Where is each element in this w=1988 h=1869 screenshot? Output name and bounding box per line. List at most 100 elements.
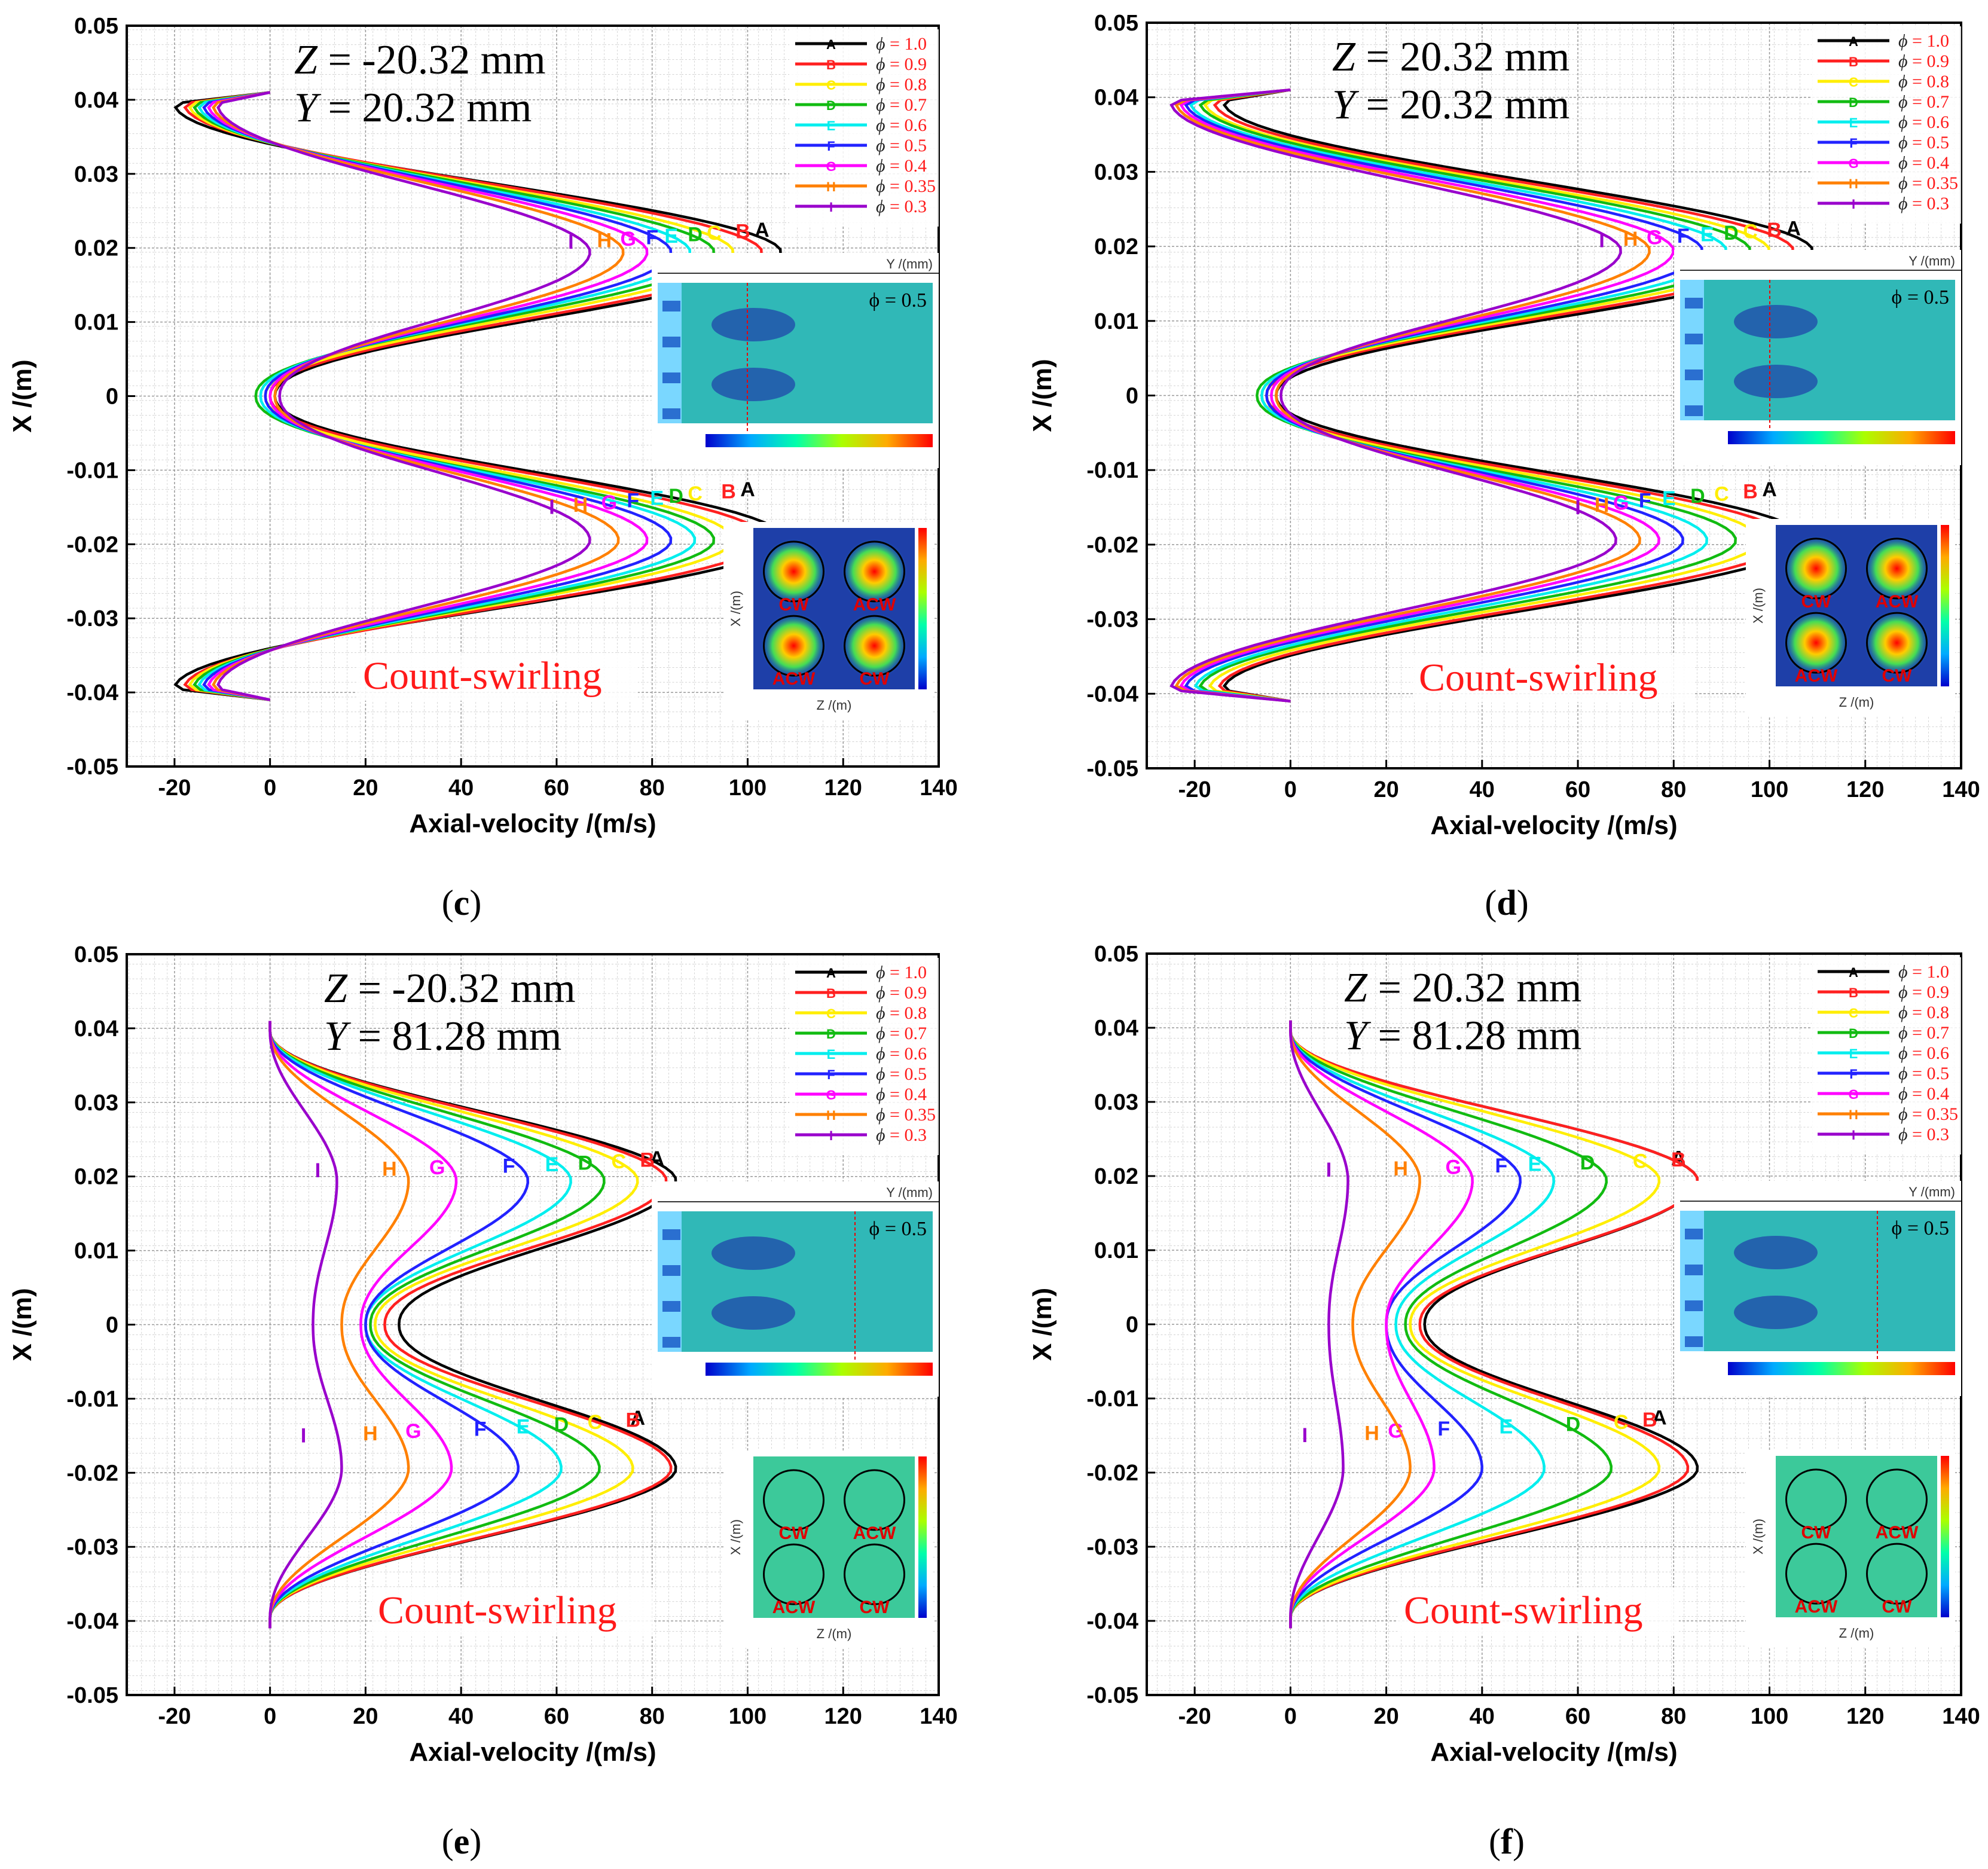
inset-phi-label: ϕ = 0.5 xyxy=(1891,286,1949,309)
legend-label: ϕ = 0.8 xyxy=(1898,1003,1949,1022)
y-tick-label: -0.05 xyxy=(1086,1683,1138,1708)
series-line-I xyxy=(268,1021,343,1629)
inset-side-field xyxy=(1704,280,1955,420)
inset-vortex-label: ACW xyxy=(772,669,816,689)
y-tick-label: 0.03 xyxy=(74,162,118,187)
legend-value: = 0.5 xyxy=(885,136,927,155)
legend-value: = 0.9 xyxy=(885,983,927,1003)
series-line-G xyxy=(268,1021,458,1629)
legend-value: = 0.3 xyxy=(885,1125,927,1145)
series-line-B xyxy=(268,1021,673,1629)
x-axis-label: Axial-velocity /(m/s) xyxy=(1430,1737,1677,1767)
legend-marker-G: G xyxy=(826,1088,836,1103)
inset-section-xaxis: Z /(m) xyxy=(1839,1626,1874,1641)
series-marker-B: B xyxy=(735,221,750,243)
x-tick-label: 120 xyxy=(824,775,862,801)
legend-label: ϕ = 0.6 xyxy=(1898,112,1949,132)
legend-value: = 0.5 xyxy=(885,1064,927,1084)
legend-value: = 0.8 xyxy=(1908,1003,1949,1022)
legend-marker-G: G xyxy=(826,159,836,174)
legend-marker-E: E xyxy=(827,1047,836,1062)
y-tick-label: 0.03 xyxy=(1094,1090,1138,1115)
inset-top-axis: Y /(mm) xyxy=(886,1185,933,1200)
legend-box xyxy=(789,29,939,227)
legend-marker-D: D xyxy=(826,98,836,113)
swirl-note-bg xyxy=(372,1587,653,1635)
inset-section-xaxis: Z /(m) xyxy=(817,698,852,713)
legend-value: = 1.0 xyxy=(885,34,927,54)
inset-phi-label: ϕ = 0.5 xyxy=(1891,1217,1949,1239)
inset-injector-slot xyxy=(662,337,680,347)
inset-injector-slot xyxy=(1685,1336,1703,1347)
inset-colorbar xyxy=(1728,1362,1955,1375)
series-marker-F: F xyxy=(646,227,658,249)
legend-marker-D: D xyxy=(826,1027,836,1042)
series-marker-E: E xyxy=(1500,1415,1513,1438)
panel-label-close: ) xyxy=(1517,883,1529,923)
condition-y-var: Y xyxy=(324,1013,352,1059)
legend-marker-I: I xyxy=(1852,1128,1855,1143)
y-tick-label: 0 xyxy=(1126,1312,1138,1337)
x-tick-label: 80 xyxy=(640,775,665,801)
legend-label: ϕ = 1.0 xyxy=(1898,962,1949,982)
legend-label: ϕ = 0.8 xyxy=(876,1003,927,1023)
x-tick-label: 80 xyxy=(640,1704,665,1729)
swirl-note-bg xyxy=(1413,655,1694,703)
legend-marker-B: B xyxy=(826,57,836,72)
panel-label: (f) xyxy=(1489,1822,1525,1861)
inset-section-xaxis: Z /(m) xyxy=(1839,695,1874,710)
series-line-E xyxy=(197,91,697,701)
legend-phi: ϕ xyxy=(1898,133,1908,152)
condition-z-var: Z xyxy=(1332,34,1356,80)
condition-z-val: = 20.32 mm xyxy=(1355,34,1569,80)
legend-phi: ϕ xyxy=(1898,1125,1908,1144)
series-marker-D: D xyxy=(578,1152,593,1175)
series-marker-B: B xyxy=(1767,219,1782,242)
inset-vortex-label: ACW xyxy=(1795,1597,1838,1617)
series-marker-I: I xyxy=(549,496,554,519)
y-tick-label: -0.05 xyxy=(1086,756,1138,781)
condition-z-val: = -20.32 mm xyxy=(317,37,546,83)
x-tick-label: 140 xyxy=(920,1704,957,1729)
x-tick-label: 40 xyxy=(1470,777,1495,802)
x-tick-label: 0 xyxy=(1284,777,1297,802)
y-tick-label: 0.05 xyxy=(74,14,118,39)
legend-phi: ϕ xyxy=(876,156,885,176)
series-marker-D: D xyxy=(1690,485,1705,508)
legend-marker-E: E xyxy=(1849,115,1858,130)
legend-marker-I: I xyxy=(829,1128,833,1143)
condition-y-val: = 20.32 mm xyxy=(1355,82,1569,128)
series-line-I xyxy=(1169,88,1622,703)
legend-phi: ϕ xyxy=(1898,1104,1908,1124)
series-marker-H: H xyxy=(597,229,612,252)
legend-value: = 0.7 xyxy=(1908,92,1949,112)
y-tick-label: -0.02 xyxy=(66,532,118,557)
inset-vortex-ring xyxy=(844,1543,905,1605)
legend-marker-C: C xyxy=(1849,75,1858,90)
legend-marker-E: E xyxy=(1849,1046,1858,1061)
legend-phi: ϕ xyxy=(876,963,885,982)
inset-injector-slot xyxy=(662,1229,680,1240)
series-marker-H: H xyxy=(1364,1422,1379,1444)
series-marker-F: F xyxy=(474,1418,487,1440)
inset-recirculation-zone xyxy=(711,308,795,341)
legend-marker-H: H xyxy=(826,179,836,194)
inset-side-field-overlay xyxy=(1704,280,1955,420)
inset-vortex-core xyxy=(761,613,827,679)
condition-z: Z = 20.32 mm xyxy=(1344,965,1581,1011)
x-tick-label: 0 xyxy=(264,1704,276,1729)
swirl-note: Count-swirling xyxy=(1419,656,1658,700)
series-line-F xyxy=(1184,88,1703,703)
series-marker-I: I xyxy=(1575,496,1580,519)
series-marker-I: I xyxy=(1326,1159,1332,1181)
series-marker-H: H xyxy=(1623,228,1638,251)
series-marker-F: F xyxy=(1437,1418,1450,1440)
series-marker-A: A xyxy=(1762,478,1777,501)
inset-recirculation-zone xyxy=(711,1296,795,1330)
inset-recirculation-zone xyxy=(1734,1236,1818,1269)
legend-marker-A: A xyxy=(1849,34,1858,49)
y-tick-label: 0.02 xyxy=(74,1165,118,1190)
y-tick-label: 0.01 xyxy=(74,1239,118,1264)
inset-vortex-ring xyxy=(844,540,905,603)
